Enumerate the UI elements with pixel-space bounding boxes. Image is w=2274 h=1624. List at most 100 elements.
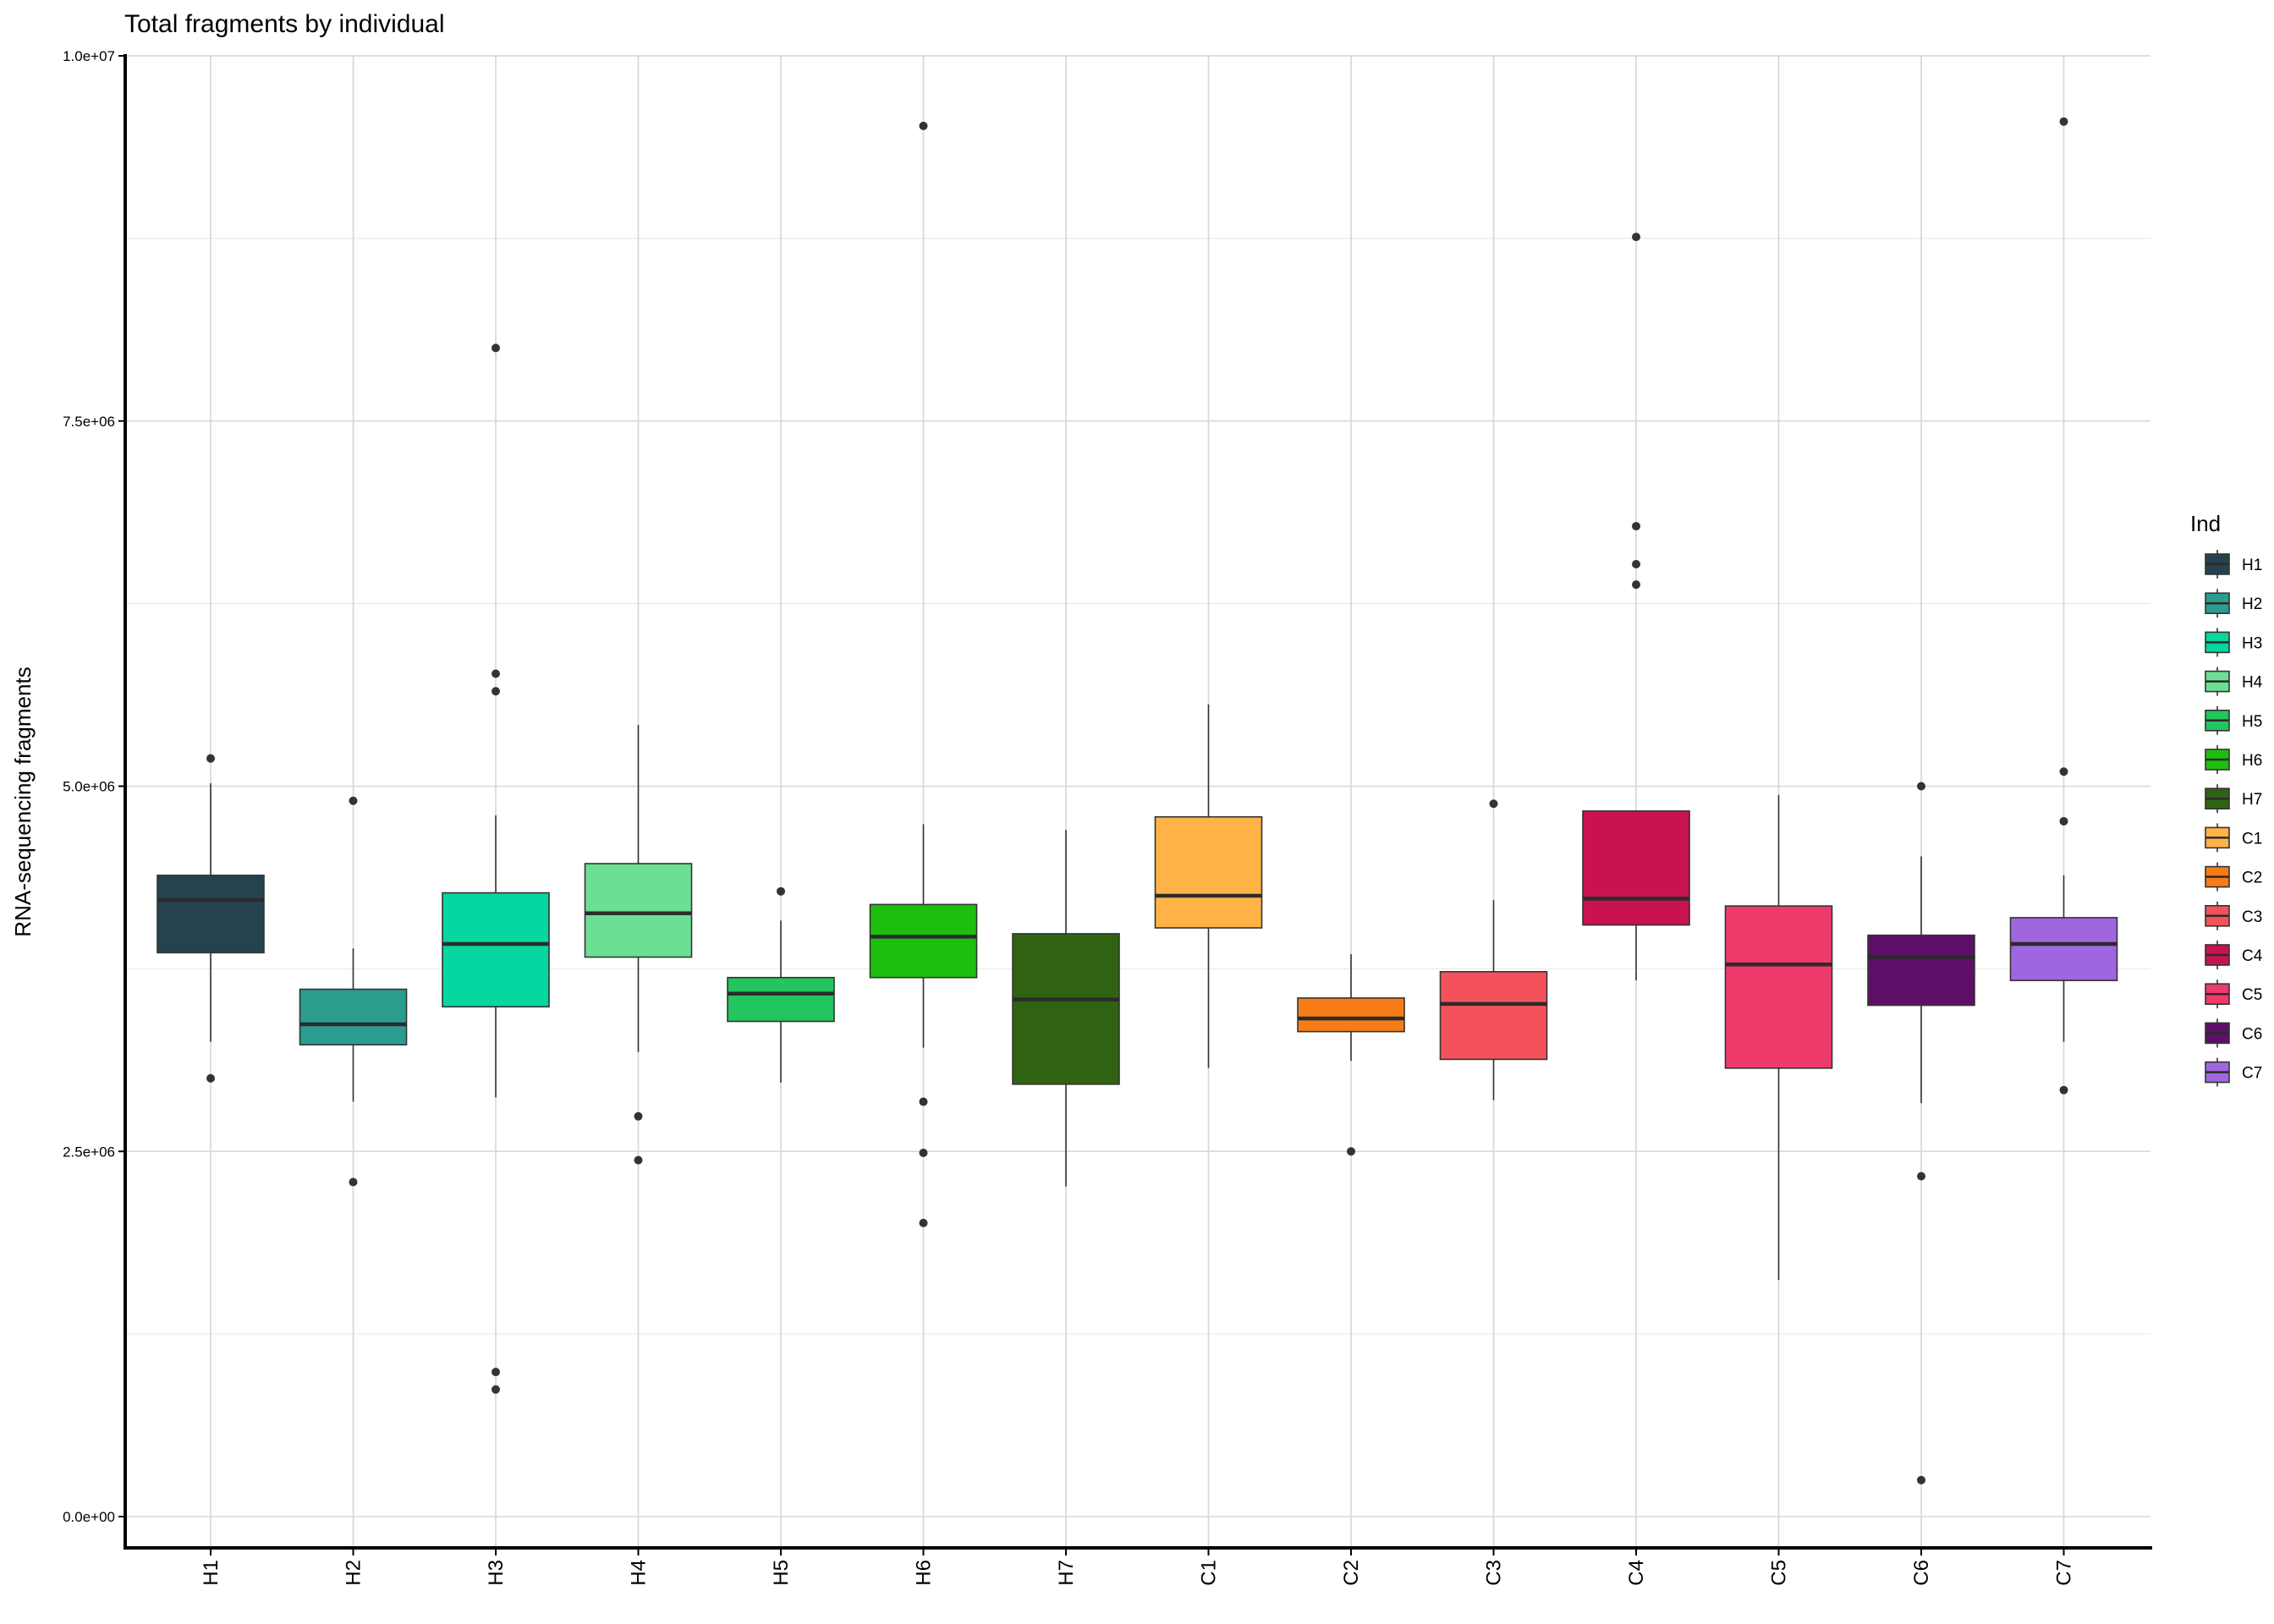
box-iqr [299, 988, 408, 1045]
x-tick-label: C4 [1625, 1560, 1648, 1586]
box-iqr [1154, 815, 1263, 929]
outlier-point [919, 1148, 928, 1157]
legend-item-H5: H5 [2205, 705, 2262, 735]
y-tick-label: 0.0e+00 [63, 1509, 115, 1525]
box-H1 [157, 754, 265, 1083]
x-tick-label: H2 [343, 1560, 365, 1586]
legend-item-C6: C6 [2205, 1018, 2262, 1048]
box-C4 [1582, 233, 1690, 981]
box-C1 [1154, 704, 1263, 1068]
box-iqr [1439, 971, 1548, 1061]
legend-title: Ind [2190, 511, 2221, 536]
legend-label: H3 [2242, 634, 2262, 652]
outlier-point [2059, 117, 2068, 126]
box-iqr [442, 892, 550, 1008]
box-C3 [1439, 799, 1548, 1100]
outlier-point [2059, 1085, 2068, 1095]
legend-label: C4 [2242, 947, 2263, 965]
x-tick-label: H1 [200, 1560, 222, 1586]
box-H7 [1012, 830, 1120, 1187]
x-tick-label: C1 [1198, 1560, 1221, 1586]
x-tick-label: C5 [1768, 1560, 1791, 1586]
box-iqr [157, 875, 265, 954]
legend-item-H1: H1 [2205, 550, 2262, 579]
legend-item-C2: C2 [2205, 862, 2262, 892]
outlier-point [492, 1368, 500, 1377]
legend-item-H3: H3 [2205, 628, 2262, 657]
legend-item-C1: C1 [2205, 823, 2262, 853]
legend-item-C5: C5 [2205, 979, 2262, 1009]
box-H2 [299, 796, 408, 1187]
y-tick-label: 5.0e+06 [63, 779, 115, 795]
box-iqr [1582, 810, 1690, 926]
outlier-point [206, 754, 215, 763]
legend-label: C2 [2242, 870, 2262, 887]
outlier-point [919, 1097, 928, 1106]
outlier-point [349, 1177, 358, 1187]
outlier-point [919, 1218, 928, 1227]
box-iqr [2009, 917, 2118, 981]
box-iqr [1724, 905, 1833, 1069]
outlier-point [634, 1155, 643, 1165]
outlier-point [919, 121, 928, 130]
outlier-point [1917, 782, 1925, 791]
outlier-point [1632, 233, 1640, 242]
outlier-point [1489, 799, 1498, 809]
x-axis-ticks: H1 H2 H3 H4 H5 H6 H7 C1 C2 C3 C4 C5 C6 C7 [200, 1548, 2076, 1586]
outlier-point [2059, 816, 2068, 826]
box-iqr [869, 903, 978, 979]
legend-item-H4: H4 [2205, 667, 2263, 696]
box-H6 [869, 121, 978, 1227]
legend-label: C1 [2242, 830, 2262, 848]
box-C6 [1867, 782, 1975, 1484]
outlier-point [1347, 1147, 1355, 1156]
legend-label: C5 [2242, 986, 2262, 1004]
box-iqr [727, 976, 835, 1023]
legend-item-H7: H7 [2205, 784, 2262, 814]
box-iqr [584, 863, 693, 958]
legend-item-C7: C7 [2205, 1057, 2262, 1087]
outlier-point [492, 1385, 500, 1394]
x-tick-label: H6 [913, 1560, 936, 1586]
legend-item-H2: H2 [2205, 589, 2262, 618]
box-iqr [1867, 934, 1975, 1007]
outlier-point [492, 687, 500, 696]
outlier-point [634, 1111, 643, 1121]
y-tick-label: 1.0e+07 [63, 48, 115, 64]
x-tick-label: H7 [1055, 1560, 1078, 1586]
box-iqr [1297, 997, 1405, 1033]
legend-label: C7 [2242, 1065, 2262, 1083]
legend-label: H2 [2242, 595, 2262, 613]
outlier-point [206, 1073, 215, 1083]
chart-title: Total fragments by individual [124, 10, 445, 38]
x-tick-label: H3 [485, 1560, 508, 1586]
legend-label: H6 [2242, 752, 2262, 770]
outlier-point [1632, 580, 1640, 590]
y-axis-title: RNA-sequencing fragments [10, 667, 36, 936]
legend-label: H7 [2242, 791, 2262, 809]
legend-item-H6: H6 [2205, 745, 2262, 774]
legend-label: H5 [2242, 713, 2262, 731]
x-tick-label: H5 [770, 1560, 793, 1586]
legend-label: C6 [2242, 1025, 2262, 1043]
box-H4 [584, 724, 693, 1165]
legend-label: C3 [2242, 908, 2262, 926]
box-C2 [1297, 954, 1405, 1156]
x-tick-label: C2 [1340, 1560, 1363, 1586]
box-series [157, 117, 2118, 1484]
outlier-point [1632, 559, 1640, 568]
legend-label: H4 [2242, 674, 2263, 692]
x-tick-label: C3 [1483, 1560, 1506, 1586]
outlier-point [1632, 522, 1640, 531]
x-tick-label: C6 [1910, 1560, 1933, 1586]
outlier-point [349, 796, 358, 805]
box-iqr [1012, 933, 1120, 1085]
outlier-point [777, 886, 785, 896]
axes [124, 54, 2152, 1550]
legend: Ind H1 H2 H3 H4 H5 H6 H7 C1 C2 C3 C4 C5 C6 C7 [2190, 511, 2263, 1087]
y-tick-label: 2.5e+06 [63, 1144, 115, 1160]
legend-item-C3: C3 [2205, 901, 2262, 930]
box-C5 [1724, 794, 1833, 1281]
box-H5 [727, 886, 835, 1084]
